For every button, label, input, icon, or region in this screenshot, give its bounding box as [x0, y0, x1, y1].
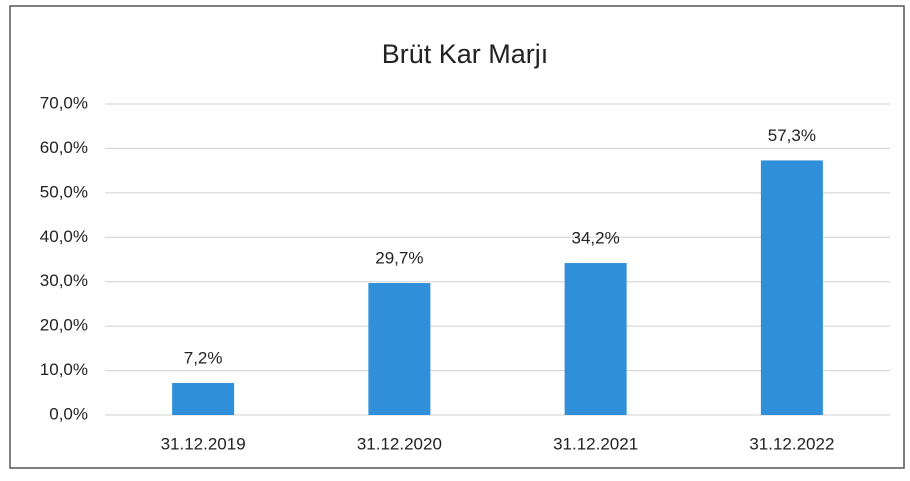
data-label: 57,3% — [768, 126, 816, 145]
bar — [760, 160, 823, 415]
x-tick-label: 31.12.2022 — [749, 434, 834, 453]
y-tick-label: 20,0% — [40, 316, 88, 335]
bar — [368, 283, 431, 415]
data-label: 34,2% — [572, 229, 620, 248]
x-tick-label: 31.12.2020 — [357, 434, 442, 453]
y-tick-label: 70,0% — [40, 93, 88, 112]
bar — [564, 263, 627, 415]
data-label: 29,7% — [375, 249, 423, 268]
y-tick-label: 0,0% — [49, 404, 88, 423]
y-tick-label: 10,0% — [40, 360, 88, 379]
y-tick-label: 30,0% — [40, 271, 88, 290]
chart-title: Brüt Kar Marjı — [382, 39, 549, 69]
y-tick-label: 40,0% — [40, 227, 88, 246]
x-tick-label: 31.12.2021 — [553, 434, 638, 453]
bar — [172, 383, 235, 415]
x-tick-label: 31.12.2019 — [161, 434, 246, 453]
y-tick-label: 60,0% — [40, 138, 88, 157]
y-tick-label: 50,0% — [40, 182, 88, 201]
data-label: 7,2% — [184, 348, 223, 367]
